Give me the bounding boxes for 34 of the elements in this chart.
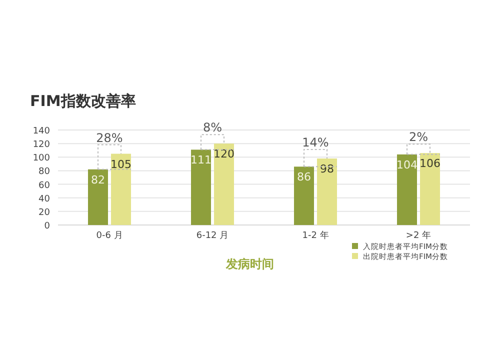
bar	[397, 154, 417, 225]
data-label: 105	[110, 158, 132, 171]
bar	[420, 153, 440, 225]
bar	[111, 154, 131, 225]
y-tick-label: 60	[38, 180, 50, 191]
bar	[88, 169, 108, 225]
x-tick-label: 6-12 月	[196, 231, 229, 241]
x-tick-label: 0-6 月	[96, 231, 123, 241]
data-label: 98	[320, 162, 334, 176]
bar	[317, 158, 337, 225]
y-tick-label: 120	[32, 140, 50, 150]
x-tick-label: 1-2 年	[302, 230, 329, 241]
data-label: 104	[396, 158, 418, 172]
y-tick-label: 100	[32, 154, 50, 164]
bar	[191, 150, 211, 225]
y-tick-label: 40	[38, 194, 50, 204]
y-tick-label: 0	[44, 222, 50, 232]
annotation: 8%	[202, 120, 222, 135]
y-tick-label: 20	[38, 208, 50, 218]
annotation: 14%	[302, 136, 329, 150]
annotation: 28%	[96, 130, 123, 145]
data-label: 111	[190, 154, 212, 167]
data-label: 106	[420, 157, 440, 170]
annotation: 2%	[408, 130, 428, 144]
x-axis-title: 发病时间	[225, 257, 274, 271]
data-label: 86	[297, 170, 311, 184]
x-tick-label: >2 年	[406, 230, 432, 241]
bar	[294, 166, 314, 225]
data-label: 82	[91, 173, 105, 186]
bar	[214, 144, 234, 225]
y-tick-label: 140	[32, 126, 50, 136]
y-tick-label: 80	[38, 167, 50, 178]
data-label: 120	[214, 148, 234, 161]
chart-title: FIM指数改善率	[30, 92, 136, 110]
